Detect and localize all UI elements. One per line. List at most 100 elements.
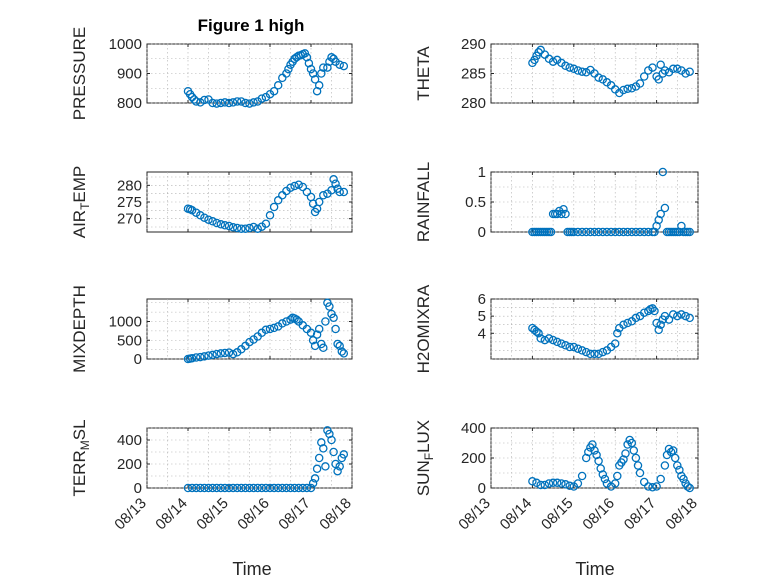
data-point <box>631 227 641 237</box>
data-point <box>333 339 342 349</box>
data-point <box>302 483 312 493</box>
data-point <box>269 86 279 96</box>
y-axis-label: TERRMSL <box>70 419 92 496</box>
data-point <box>200 213 209 222</box>
data-point <box>329 447 338 457</box>
data-point <box>546 227 556 237</box>
data-point <box>314 81 324 90</box>
data-point <box>664 315 674 324</box>
data-point <box>581 347 591 357</box>
data-point <box>232 483 242 493</box>
data-point <box>673 311 682 321</box>
data-point <box>654 325 663 335</box>
data-point <box>200 483 209 493</box>
data-point <box>584 447 593 457</box>
data-point <box>623 318 632 328</box>
data-point <box>598 227 608 237</box>
data-point <box>196 483 205 493</box>
data-point <box>629 446 639 455</box>
data-point <box>673 461 682 470</box>
data-point <box>187 483 197 493</box>
y-axis-label: THETA <box>414 46 433 101</box>
data-point <box>335 60 344 69</box>
data-point <box>245 99 254 108</box>
data-point <box>298 182 308 192</box>
data-point <box>639 72 649 81</box>
data-point <box>200 352 209 361</box>
x-tick-label: 08/17 <box>621 495 660 534</box>
data-point <box>335 341 344 351</box>
y-axis-label: PRESSURE <box>70 27 89 121</box>
data-point <box>685 483 694 493</box>
data-point <box>204 215 213 224</box>
data-point <box>337 347 347 356</box>
data-point <box>331 324 340 334</box>
data-point <box>685 67 694 76</box>
y-tick-label: 280 <box>117 177 142 194</box>
data-point <box>613 329 622 338</box>
y-tick-label: 270 <box>117 211 142 228</box>
data-point <box>298 483 308 493</box>
series-markers <box>528 304 694 359</box>
data-point <box>319 444 328 453</box>
data-point <box>327 435 336 445</box>
data-point <box>286 315 295 324</box>
data-point <box>600 474 610 484</box>
y-axis-label: AIRTEMP <box>70 166 92 239</box>
y-tick-label: 200 <box>461 450 486 467</box>
data-point <box>644 227 653 237</box>
data-point <box>196 98 205 107</box>
data-point <box>594 456 603 466</box>
y-tick-label: 5 <box>478 308 486 325</box>
data-point <box>594 227 603 237</box>
data-point <box>228 223 238 232</box>
data-point <box>548 57 558 66</box>
data-point <box>569 64 579 74</box>
data-point <box>631 313 641 323</box>
data-point <box>327 186 336 195</box>
axes-box <box>490 298 699 360</box>
data-point <box>658 167 668 177</box>
data-point <box>224 98 234 108</box>
data-point <box>544 479 554 488</box>
data-point <box>339 349 349 358</box>
data-point <box>282 69 291 78</box>
data-point <box>232 223 242 233</box>
data-point <box>681 69 690 78</box>
data-point <box>530 55 539 65</box>
data-point <box>191 483 201 493</box>
data-point <box>329 313 338 323</box>
data-point <box>668 446 678 455</box>
data-point <box>610 339 620 348</box>
data-point <box>602 227 612 237</box>
data-point <box>548 478 558 488</box>
y-tick-label: 1000 <box>109 36 142 53</box>
data-point <box>528 477 537 486</box>
data-point <box>191 97 201 106</box>
data-point <box>606 227 616 237</box>
data-point <box>660 461 670 470</box>
data-point <box>683 482 692 491</box>
data-point <box>204 351 213 360</box>
data-point <box>673 64 682 74</box>
data-point <box>561 480 570 489</box>
panel-terr_msl: 0 200 400 08/13 08/14 08/15 08/16 08/17 08/18 TER… <box>70 419 355 533</box>
data-point <box>294 180 303 189</box>
y-tick-label: 0 <box>134 351 142 368</box>
y-tick-label: 0 <box>478 480 486 497</box>
data-point <box>685 227 694 237</box>
data-point <box>265 483 275 493</box>
data-point <box>677 310 686 319</box>
data-point <box>216 98 226 108</box>
data-point <box>314 197 324 207</box>
data-point <box>310 75 320 84</box>
data-point <box>590 349 599 359</box>
data-point <box>317 69 326 78</box>
data-point <box>660 66 670 75</box>
data-point <box>286 483 295 493</box>
data-point <box>306 64 316 74</box>
data-point <box>623 84 632 94</box>
data-point <box>577 67 587 76</box>
data-point <box>594 73 603 82</box>
data-point <box>187 354 197 363</box>
